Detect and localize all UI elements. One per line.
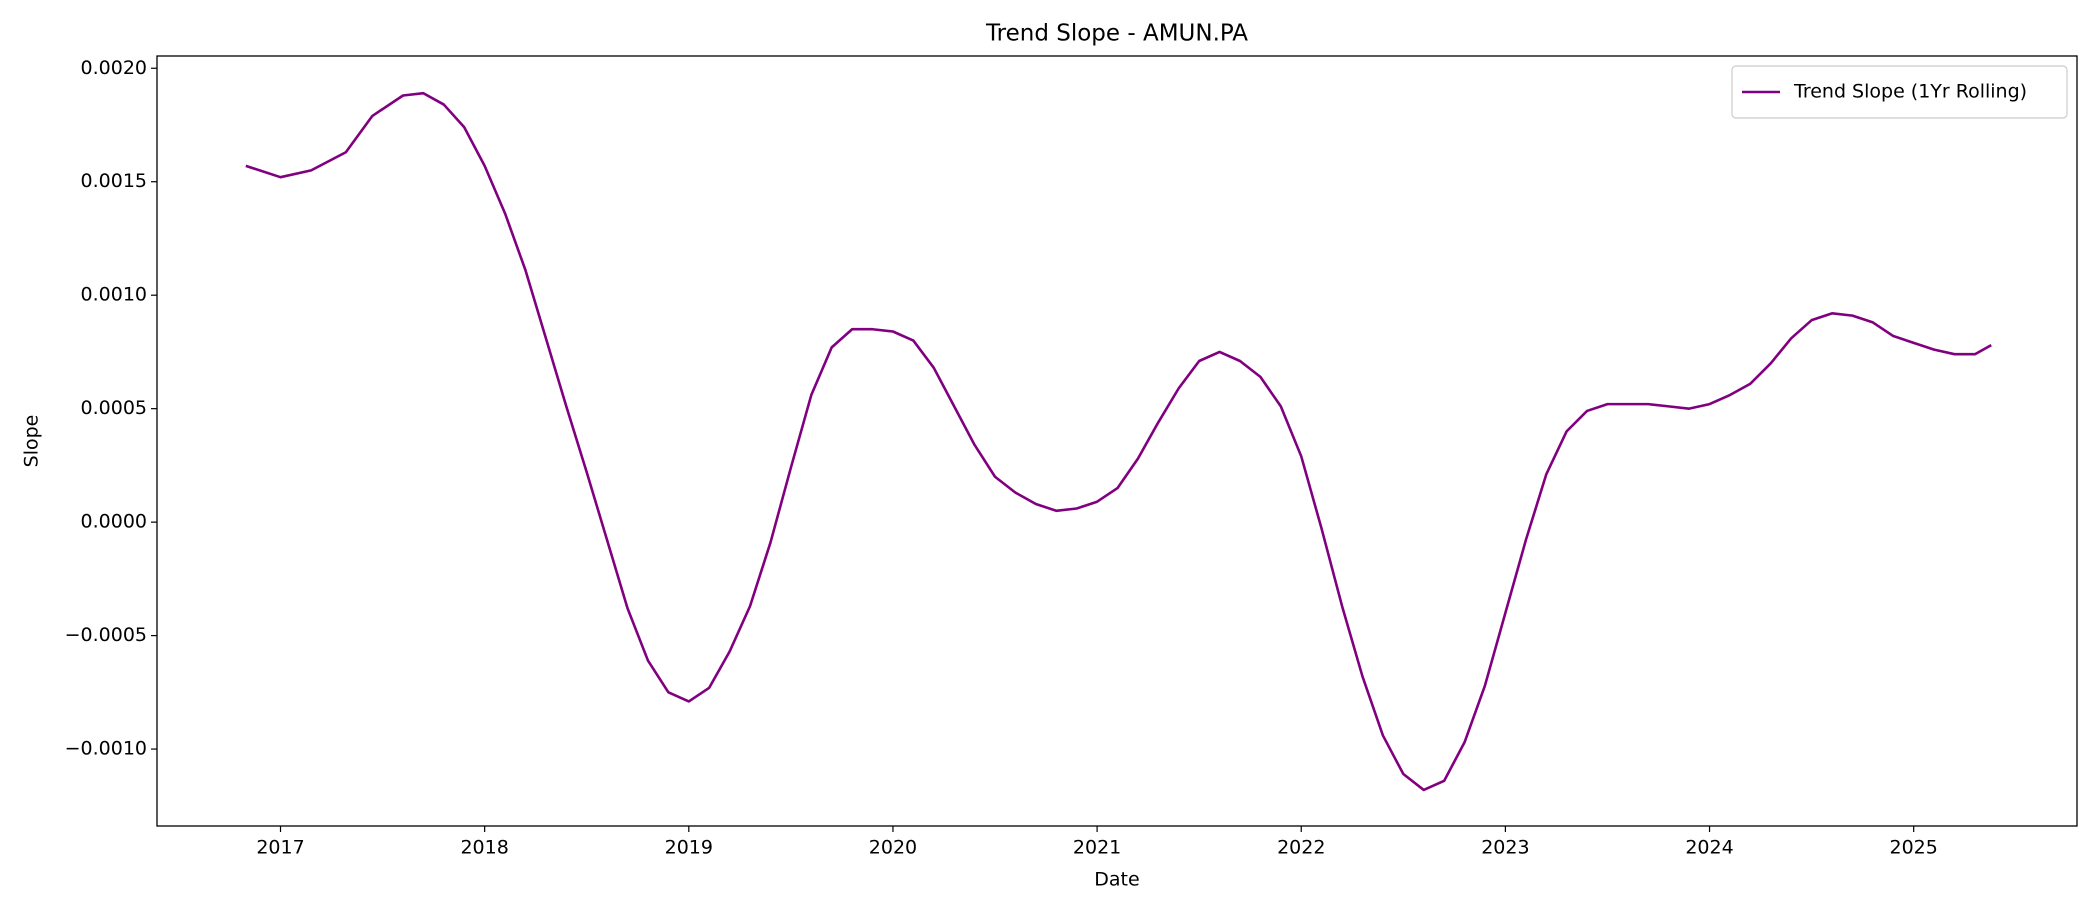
legend-label: Trend Slope (1Yr Rolling) <box>1793 81 2027 103</box>
chart-title: Trend Slope - AMUN.PA <box>985 21 1248 47</box>
y-axis-label: Slope <box>21 415 43 468</box>
x-tick-label: 2020 <box>869 837 917 859</box>
legend-box <box>1731 65 2068 119</box>
y-tick-label: 0.0005 <box>81 397 147 419</box>
x-tick-label: 2017 <box>256 837 304 859</box>
data-line <box>245 91 1992 792</box>
x-tick-label: 2025 <box>1890 837 1938 859</box>
x-axis-label: Date <box>1094 869 1139 891</box>
x-tick-label: 2021 <box>1073 837 1121 859</box>
plot-frame <box>156 55 2078 827</box>
y-tick-label: 0.0010 <box>81 284 147 306</box>
x-tick-label: 2018 <box>460 837 508 859</box>
y-tick-label: −0.0005 <box>65 624 147 646</box>
y-tick-label: 0.0000 <box>81 511 147 533</box>
y-tick-label: −0.0010 <box>65 738 147 760</box>
x-tick-label: 2023 <box>1481 837 1529 859</box>
x-tick-label: 2019 <box>665 837 713 859</box>
y-tick-label: 0.0015 <box>81 170 147 192</box>
y-tick-label: 0.0020 <box>81 57 147 79</box>
x-tick-label: 2022 <box>1277 837 1325 859</box>
x-tick-label: 2024 <box>1685 837 1733 859</box>
